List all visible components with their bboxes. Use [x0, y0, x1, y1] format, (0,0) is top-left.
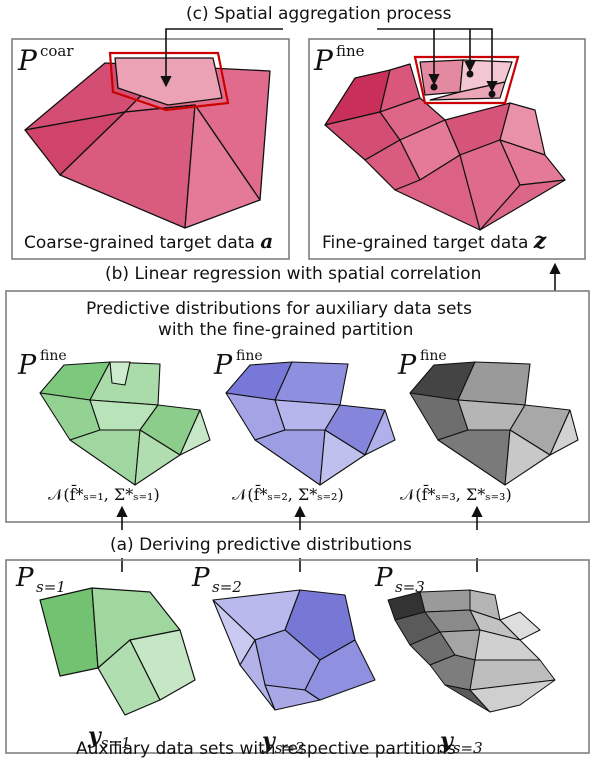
fine-map — [324, 59, 566, 231]
fine-partition-superscript: fine — [336, 42, 365, 60]
coarse-map — [24, 57, 271, 229]
aux1-partition-symbol: P — [15, 563, 34, 593]
fine-partition-symbol: P — [313, 44, 334, 77]
region-points — [430, 70, 496, 98]
green-aux-map — [39, 587, 196, 716]
aggregation-arrows — [160, 28, 498, 93]
panel2-partition-symbol: P — [213, 350, 233, 381]
predictive-title-line1: Predictive distributions for auxiliary d… — [86, 299, 472, 319]
panel2-distribution-formula: 𝒩(f̄*ₛ₌₂, Σ*ₛ₌₂) — [232, 483, 344, 504]
auxiliary-panel-frame — [5, 559, 590, 754]
linear-regression-label: (b) Linear regression with spatial corre… — [105, 264, 481, 284]
panel3-distribution-formula: 𝒩(f̄*ₛ₌₃, Σ*ₛ₌₃) — [400, 483, 512, 504]
aux2-partition-symbol: P — [191, 563, 210, 593]
coarse-partition-superscript: coar — [40, 42, 74, 60]
aux3-variable: ys=3 — [439, 728, 483, 757]
coarse-panel-frame — [11, 38, 290, 260]
predictive-panel-frame — [5, 290, 590, 523]
blue-aux-map — [212, 589, 376, 711]
gray-aux-map — [387, 589, 556, 713]
fine-caption: Fine-grained target data z — [322, 228, 547, 254]
deriving-label: (a) Deriving predictive distributions — [110, 535, 412, 555]
fine-panel-frame — [308, 38, 586, 260]
panel3-partition-superscript: fine — [420, 348, 447, 364]
green-fine-map — [39, 361, 211, 486]
panel1-distribution-formula: 𝒩(f̄*ₛ₌₁, Σ*ₛ₌₁) — [48, 483, 160, 504]
coarse-aggregation-outline — [108, 51, 230, 112]
aux1-partition-subscript: s=1 — [36, 578, 66, 596]
aux3-partition-subscript: s=3 — [395, 578, 425, 596]
aux1-variable: ys=1 — [87, 723, 131, 752]
panel3-partition-symbol: P — [397, 350, 417, 381]
panel2-partition-superscript: fine — [236, 348, 263, 364]
aux2-variable: ys=2 — [261, 728, 305, 757]
coarse-caption: Coarse-grained target data a — [24, 229, 273, 253]
aux3-partition-symbol: P — [374, 563, 393, 593]
panel1-partition-symbol: P — [17, 350, 37, 381]
blue-fine-map — [225, 361, 396, 486]
predictive-title-line2: with the fine-grained partition — [158, 320, 413, 340]
panel1-partition-superscript: fine — [40, 348, 67, 364]
aux2-partition-subscript: s=2 — [212, 578, 242, 596]
spatial-aggregation-label: (c) Spatial aggregation process — [186, 4, 452, 24]
gray-fine-map — [409, 361, 579, 486]
coarse-partition-symbol: P — [17, 44, 38, 77]
fine-aggregation-outline — [413, 55, 520, 105]
auxiliary-caption: Auxiliary data sets with respective part… — [76, 739, 456, 759]
